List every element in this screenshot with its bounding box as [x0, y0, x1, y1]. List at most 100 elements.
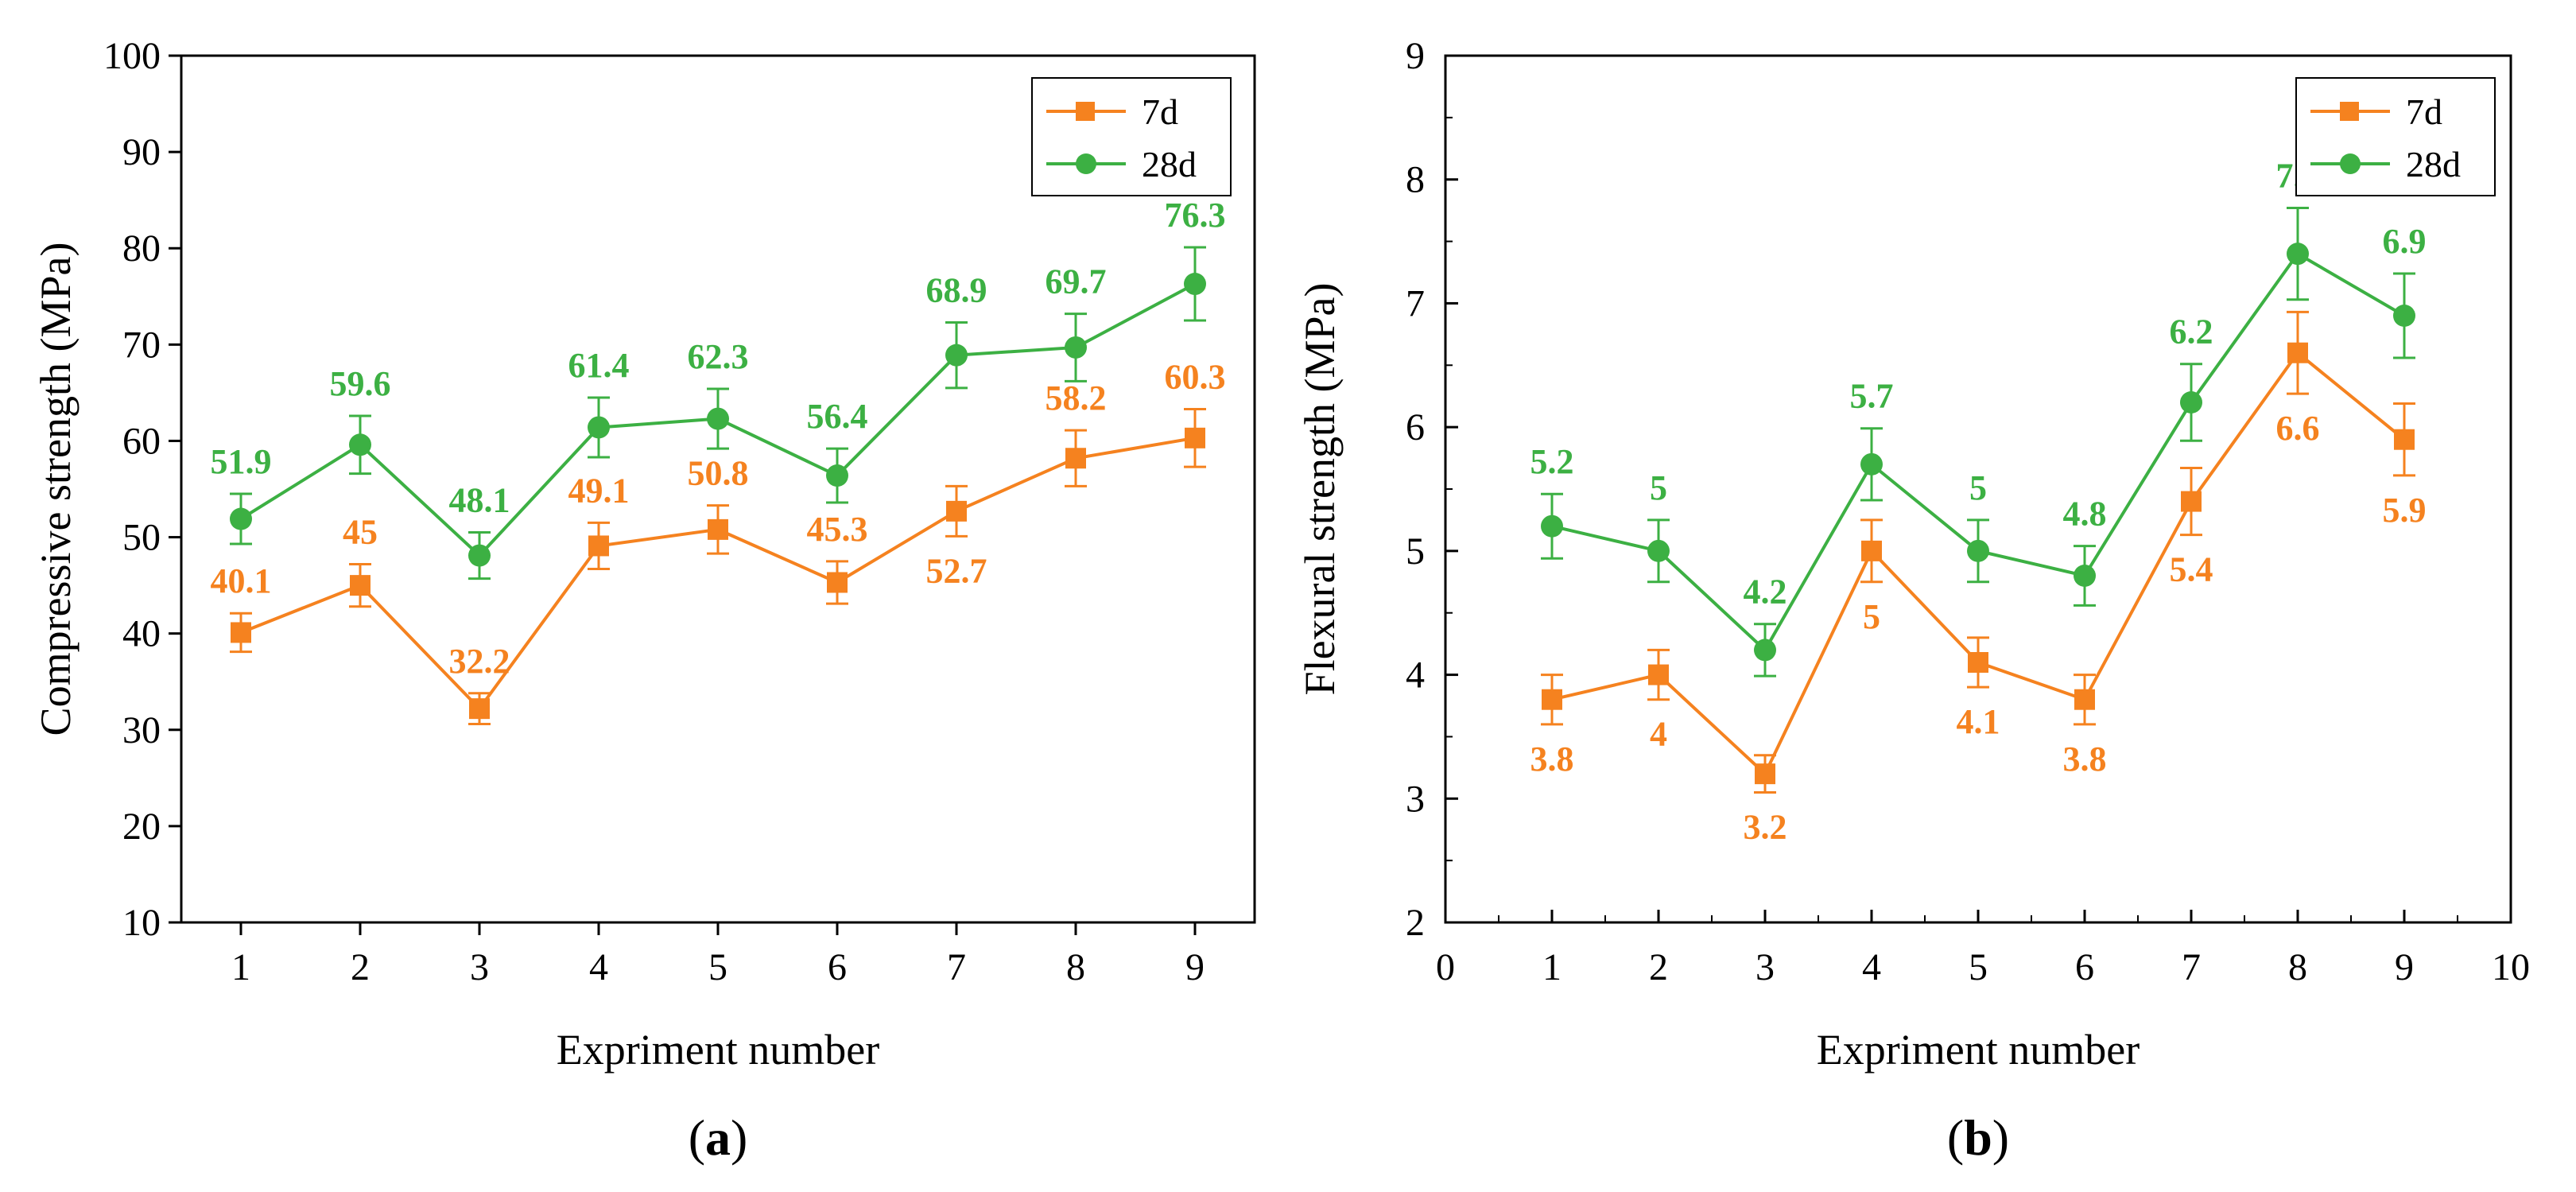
x-axis-label: Expriment number — [557, 1026, 879, 1074]
panel-caption: (b) — [1947, 1109, 2009, 1166]
point-marker-circle — [1065, 336, 1087, 359]
y-tick-label: 8 — [1406, 159, 1425, 201]
x-tick-label: 5 — [1969, 946, 1988, 988]
data-label: 68.9 — [926, 270, 987, 309]
x-tick-label: 8 — [2288, 946, 2307, 988]
data-label: 49.1 — [568, 471, 630, 510]
data-label: 6.9 — [2383, 222, 2427, 261]
data-label: 69.7 — [1046, 262, 1107, 301]
point-marker-circle — [230, 507, 252, 530]
legend-marker-circle — [2340, 153, 2361, 174]
point-marker-circle — [1967, 539, 1989, 562]
y-axis-label: Flexural strength (MPa) — [1296, 283, 1344, 696]
x-tick-label: 9 — [2395, 946, 2414, 988]
point-marker-circle — [349, 433, 371, 456]
point-marker-square — [2287, 342, 2308, 363]
data-label: 45 — [343, 512, 378, 551]
data-label: 32.2 — [449, 642, 510, 681]
point-marker-square — [2074, 689, 2095, 710]
data-label: 6.2 — [2170, 313, 2213, 351]
data-label: 4.2 — [1744, 573, 1787, 612]
data-label: 5.2 — [1530, 442, 1574, 481]
point-marker-circle — [2074, 565, 2096, 587]
y-tick-label: 6 — [1406, 406, 1425, 448]
x-tick-label: 6 — [2075, 946, 2094, 988]
chart-panel-b: 2 3 4 5 6 7 8 9 0 1 2 3 4 5 6 7 8 9 10 Expriment number Flex… — [1296, 35, 2530, 1166]
data-label: 5.7 — [1850, 377, 1894, 416]
point-marker-circle — [707, 407, 729, 430]
x-tick-label: 1 — [1542, 946, 1562, 988]
y-tick-label: 50 — [122, 517, 161, 559]
data-label: 56.4 — [807, 397, 868, 436]
x-tick-label: 5 — [708, 946, 727, 988]
x-tick-label: 0 — [1436, 946, 1455, 988]
point-marker-square — [2181, 491, 2202, 512]
data-label: 4.8 — [2063, 495, 2107, 534]
point-marker-square — [2394, 429, 2415, 450]
data-label: 5.9 — [2383, 491, 2427, 530]
y-tick-label: 80 — [122, 227, 161, 270]
point-marker-circle — [2393, 305, 2415, 327]
data-label: 50.8 — [688, 454, 749, 493]
point-marker-square — [1648, 664, 1669, 685]
y-tick-label: 20 — [122, 806, 161, 848]
legend-label-28d: 28d — [1142, 144, 1197, 184]
data-label: 3.2 — [1744, 808, 1787, 847]
x-tick-label: 8 — [1066, 946, 1085, 988]
x-tick-label: 4 — [1862, 946, 1881, 988]
data-label: 59.6 — [330, 364, 391, 403]
legend-box — [2295, 77, 2496, 196]
point-marker-square — [231, 622, 251, 643]
data-label: 51.9 — [211, 442, 272, 481]
x-tick-label: 6 — [828, 946, 847, 988]
y-tick-label: 90 — [122, 131, 161, 173]
y-tick-label: 30 — [122, 709, 161, 751]
data-label: 60.3 — [1165, 357, 1226, 396]
x-tick-label: 3 — [1755, 946, 1775, 988]
point-marker-square — [469, 698, 490, 720]
legend-marker-square — [2340, 102, 2359, 121]
y-tick-label: 40 — [122, 613, 161, 655]
data-label: 3.8 — [2063, 740, 2107, 778]
panel-caption-letter: b — [1964, 1109, 1992, 1166]
point-marker-circle — [826, 464, 848, 487]
y-tick-label: 7 — [1406, 282, 1425, 324]
panel-caption-close: ) — [1992, 1109, 2009, 1166]
point-marker-circle — [468, 544, 491, 567]
y-tick-label: 2 — [1406, 902, 1425, 944]
point-marker-circle — [1541, 514, 1563, 538]
point-marker-circle — [1754, 639, 1776, 662]
point-marker-circle — [2180, 391, 2202, 414]
point-marker-square — [946, 500, 967, 522]
data-label: 5 — [1969, 468, 1987, 507]
point-marker-square — [827, 572, 848, 593]
x-tick-label: 10 — [2492, 946, 2530, 988]
point-marker-square — [1968, 652, 1988, 673]
panel-caption-open: ( — [689, 1109, 705, 1166]
legend-marker-circle — [1076, 153, 1096, 174]
point-marker-circle — [2287, 243, 2309, 266]
data-label: 76.3 — [1165, 196, 1226, 235]
legend-label-7d: 7d — [1142, 91, 1178, 132]
x-axis-label: Expriment number — [1817, 1026, 2140, 1074]
legend-label-28d: 28d — [2406, 144, 2461, 184]
x-tick-label: 4 — [589, 946, 608, 988]
data-label: 45.3 — [807, 510, 868, 549]
x-tick-label: 2 — [351, 946, 370, 988]
panel-caption: (a) — [689, 1109, 748, 1166]
y-tick-label: 4 — [1406, 654, 1425, 697]
data-label: 48.1 — [449, 481, 510, 520]
y-tick-label: 5 — [1406, 530, 1425, 573]
point-marker-circle — [588, 416, 610, 439]
data-label: 61.4 — [568, 346, 630, 385]
y-axis-label: Compressive strength (MPa) — [32, 243, 80, 736]
data-label: 58.2 — [1046, 379, 1107, 417]
point-marker-circle — [945, 344, 968, 367]
point-marker-circle — [1184, 273, 1206, 296]
point-marker-square — [588, 535, 609, 557]
y-tick-label: 100 — [103, 35, 161, 77]
point-marker-circle — [1647, 539, 1670, 562]
data-label: 3.8 — [1530, 740, 1574, 778]
y-tick-label: 70 — [122, 324, 161, 366]
